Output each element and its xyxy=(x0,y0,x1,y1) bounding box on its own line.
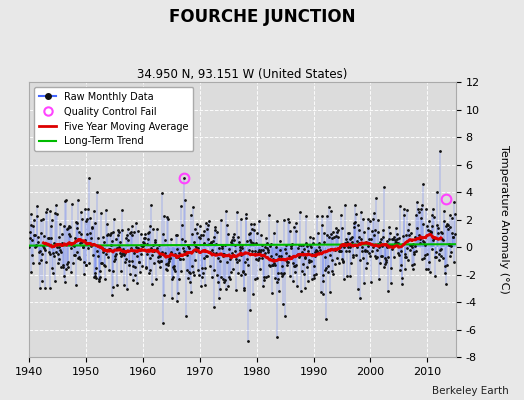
Text: Berkeley Earth: Berkeley Earth xyxy=(432,386,508,396)
Text: FOURCHE JUNCTION: FOURCHE JUNCTION xyxy=(169,8,355,26)
Title: 34.950 N, 93.151 W (United States): 34.950 N, 93.151 W (United States) xyxy=(137,68,347,81)
Y-axis label: Temperature Anomaly (°C): Temperature Anomaly (°C) xyxy=(499,145,509,294)
Legend: Raw Monthly Data, Quality Control Fail, Five Year Moving Average, Long-Term Tren: Raw Monthly Data, Quality Control Fail, … xyxy=(34,87,193,151)
